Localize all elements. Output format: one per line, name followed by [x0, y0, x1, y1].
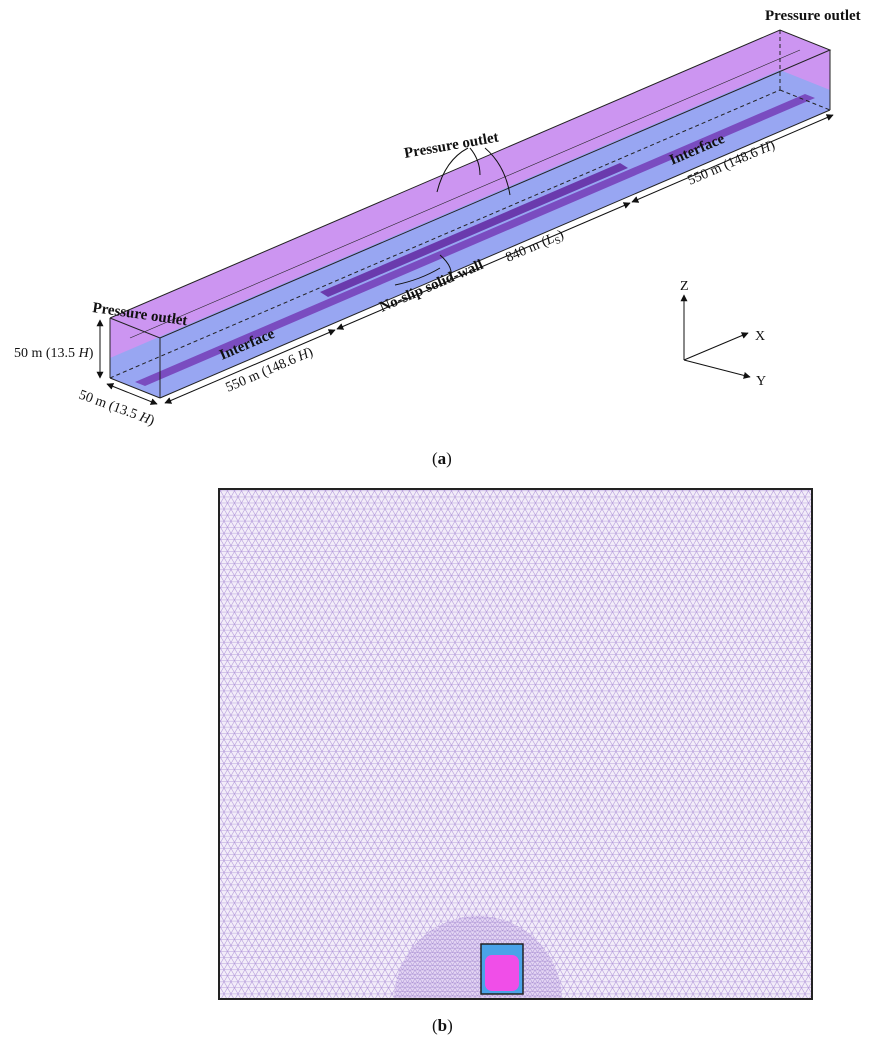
label: 50 m (13.5 H): [77, 388, 157, 429]
mesh-panel: [219, 489, 812, 1044]
axis-label: Z: [680, 279, 689, 294]
axis-label: X: [755, 329, 765, 344]
axis-label: Y: [756, 374, 766, 389]
caption: (a): [432, 449, 452, 468]
figure: Pressure outlet Pressure outlet Pressure…: [0, 0, 883, 1044]
label: 50 m (13.5 H): [14, 346, 94, 361]
label: Pressure outlet: [765, 8, 861, 24]
domain-3d: [100, 30, 833, 404]
caption: (b): [432, 1016, 453, 1035]
